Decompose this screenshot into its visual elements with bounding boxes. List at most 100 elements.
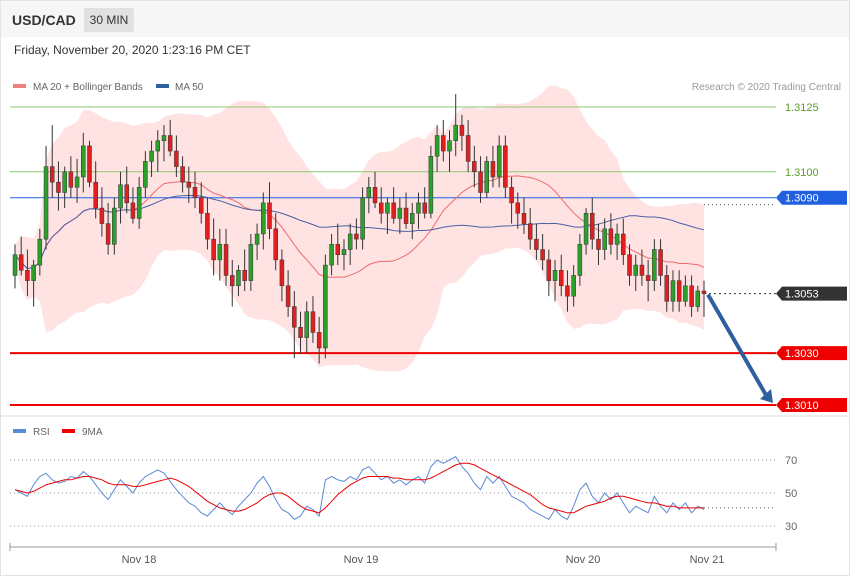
level-label-1.3100: 1.3100 — [785, 167, 819, 179]
bollinger-band — [15, 85, 704, 372]
candle-body — [347, 233, 353, 250]
rsi-legend-swatch — [13, 429, 26, 433]
candle-body — [503, 145, 508, 188]
candle-body — [248, 244, 254, 281]
candle-body — [658, 249, 663, 276]
candle-body — [465, 135, 471, 162]
candle-body — [472, 161, 477, 173]
forecast-arrow-shaft — [706, 293, 768, 397]
candle-body — [81, 145, 86, 178]
candle-body — [198, 197, 204, 214]
candle-body — [366, 187, 372, 198]
rsi-plot: 70 50 30 — [10, 455, 797, 533]
candle-body — [174, 150, 179, 167]
candle-body — [360, 197, 365, 240]
candle-body — [211, 238, 216, 261]
candle-body — [37, 238, 43, 266]
rsi-ma-legend-label: 9MA — [82, 427, 103, 438]
candle-body — [161, 135, 167, 141]
level-label-1.3053: 1.3053 — [785, 289, 819, 301]
rsi-tick-label: 50 — [785, 488, 797, 500]
forecast-arrow-head — [760, 389, 773, 403]
candle-body — [484, 161, 489, 193]
candle-body — [397, 207, 403, 219]
candle-body — [515, 202, 521, 214]
candle-body — [217, 244, 223, 261]
candle-body — [590, 212, 595, 240]
rsi-tick-label: 30 — [785, 521, 797, 533]
candle-body — [534, 238, 539, 250]
price-plot: 1.3125 1.3100 1.3090 1.3053 1.3030 1.3010 — [10, 85, 847, 412]
candle-body — [490, 161, 496, 178]
candle-body — [664, 275, 670, 302]
candle-body — [167, 135, 173, 152]
candle-body — [99, 207, 105, 224]
candle-body — [143, 161, 148, 188]
x-tick-label: Nov 20 — [566, 554, 601, 566]
candle-body — [403, 207, 409, 224]
rsi-legend: RSI 9MA — [13, 427, 103, 438]
candle-body — [136, 187, 142, 219]
candle-body — [453, 124, 458, 141]
candle-body — [341, 249, 347, 255]
ma20-legend-swatch — [13, 84, 26, 88]
candle-body — [254, 233, 260, 245]
candle-body — [434, 135, 440, 157]
candle-body — [236, 270, 241, 287]
candle-body — [118, 184, 123, 209]
candle-body — [391, 202, 396, 219]
candle-body — [267, 202, 272, 230]
interval-button[interactable]: 30 MIN — [84, 8, 134, 32]
x-tick-label: Nov 18 — [122, 554, 157, 566]
candle-body — [565, 285, 570, 297]
level-label-1.3125: 1.3125 — [785, 102, 819, 114]
candle-body — [242, 270, 247, 281]
candle-body — [378, 202, 384, 214]
ma50-legend-label: MA 50 — [175, 82, 204, 93]
candle-body — [31, 264, 36, 281]
candle-body — [428, 155, 434, 214]
candle-body — [62, 171, 67, 193]
candle-body — [385, 202, 390, 214]
candle-body — [304, 311, 309, 338]
candle-body — [279, 259, 285, 287]
candle-body — [180, 166, 185, 183]
candle-body — [627, 254, 632, 276]
candle-body — [372, 187, 378, 204]
candle-body — [422, 202, 427, 214]
candle-body — [273, 228, 278, 261]
candle-body — [527, 223, 533, 240]
level-tag-1.3090 — [776, 190, 847, 205]
candle-body — [621, 233, 626, 255]
x-tick-label: Nov 21 — [690, 554, 725, 566]
candle-body — [354, 233, 359, 240]
rsi-line — [14, 456, 705, 521]
candle-body — [602, 228, 607, 250]
candle-body — [87, 145, 92, 183]
level-tag-1.3010 — [776, 398, 847, 412]
candle-body — [310, 311, 316, 333]
ma50-line — [14, 195, 705, 270]
candle-body — [74, 176, 80, 188]
main-legend: MA 20 + Bollinger Bands MA 50 Research ©… — [13, 82, 841, 93]
candle-body — [130, 202, 136, 219]
candle-body — [614, 233, 620, 245]
candle-body — [329, 244, 334, 266]
candle-body — [683, 285, 688, 302]
candle-body — [93, 181, 98, 209]
chart-header: USD/CAD 30 MIN — [1, 1, 849, 37]
candle-body — [205, 212, 210, 240]
candle-body — [496, 145, 502, 178]
candle-body — [509, 187, 514, 204]
candle-body — [583, 212, 589, 245]
ma50-legend-swatch — [156, 84, 169, 88]
level-tag-1.3053 — [776, 286, 847, 301]
candle-body — [68, 171, 74, 188]
candle-body — [323, 264, 328, 349]
candle-body — [316, 332, 322, 349]
candle-body — [18, 254, 24, 271]
candle-body — [577, 244, 583, 276]
candle-body — [552, 270, 558, 281]
candle-body — [558, 270, 564, 287]
